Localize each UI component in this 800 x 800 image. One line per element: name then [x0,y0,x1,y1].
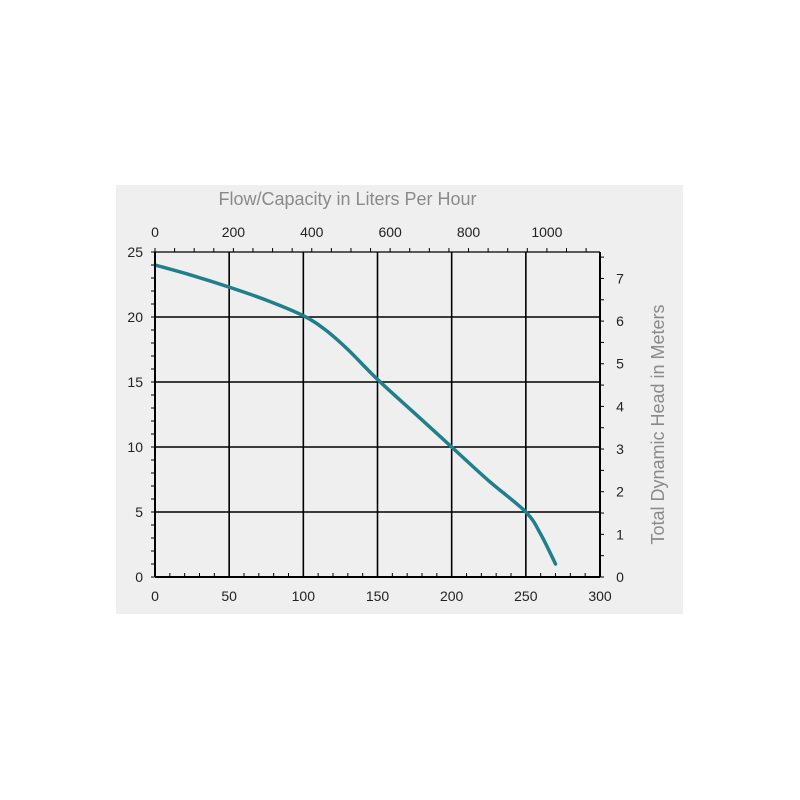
top-tick-label: 200 [222,224,246,240]
left-tick-label: 5 [135,504,143,520]
bottom-tick-label: 50 [221,588,237,604]
right-tick-label: 2 [616,484,624,500]
series-layer [153,263,558,566]
top-tick-label: 0 [151,224,159,240]
right-tick-label: 5 [616,356,624,372]
bottom-tick-label: 0 [151,588,159,604]
right-tick-label: 4 [616,398,624,414]
right-tick-label: 7 [616,270,624,286]
left-tick-label: 25 [127,244,143,260]
top-tick-label: 1000 [531,224,562,240]
right-tick-label: 6 [616,313,624,329]
right-tick-label: 0 [616,569,624,585]
bottom-tick-label: 100 [292,588,316,604]
left-tick-label: 10 [127,439,143,455]
bottom-tick-label: 250 [514,588,538,604]
left-tick-label: 15 [127,374,143,390]
chart-panel: 0 50 100 150 200 250 300 0 5 10 15 20 25 0 200 400 600 80… [116,185,683,614]
bottom-tick-label: 300 [588,588,612,604]
bottom-tick-label: 200 [440,588,464,604]
right-axis-title: Total Dynamic Head in Meters [648,304,668,544]
bottom-tick-label: 150 [366,588,390,604]
grid-lines [155,252,600,577]
plot-frame [154,251,601,578]
right-tick-label: 3 [616,441,624,457]
left-tick-label: 20 [127,309,143,325]
top-tick-label: 800 [457,224,481,240]
top-tick-label: 600 [378,224,402,240]
right-tick-label: 1 [616,526,624,542]
left-tick-label: 0 [135,569,143,585]
top-axis-title: Flow/Capacity in Liters Per Hour [218,189,476,209]
top-tick-label: 400 [300,224,324,240]
series-line-0 [153,263,558,566]
